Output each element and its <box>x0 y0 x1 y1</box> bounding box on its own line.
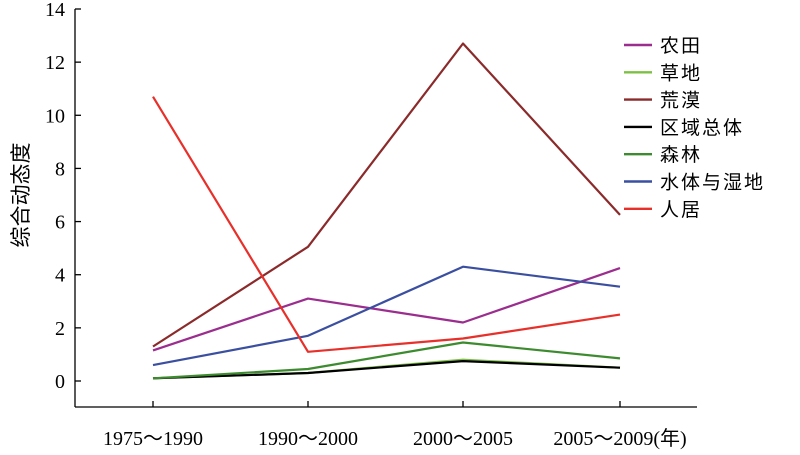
legend-label: 区域总体 <box>660 117 744 139</box>
legend-label: 荒漠 <box>660 90 702 112</box>
x-tick-label: 2000～2005 <box>413 428 513 450</box>
x-tick-label: 2005～2009(年) <box>553 427 686 450</box>
y-tick-label: 8 <box>55 158 65 180</box>
x-tick-labels: 1975～1990 1990～2000 2000～2005 2005～2009(年) <box>103 427 687 450</box>
x-tick-label: 1990～2000 <box>258 428 358 450</box>
legend-label: 森林 <box>660 144 702 166</box>
series-line-农田 <box>152 267 621 352</box>
legend-label: 草地 <box>660 62 702 84</box>
y-tick-labels: 0 2 4 6 8 10 12 14 <box>45 0 65 393</box>
legend-label: 水体与湿地 <box>660 172 765 194</box>
legend-label: 农田 <box>660 35 702 57</box>
legend-label: 人居 <box>660 199 702 221</box>
series-line-森林 <box>152 341 621 380</box>
axes <box>74 8 697 408</box>
y-tick-label: 2 <box>55 318 65 340</box>
series-line-水体与湿地 <box>152 265 621 367</box>
y-tick-label: 6 <box>55 212 65 234</box>
y-tick-label: 12 <box>45 52 65 74</box>
y-tick-label: 10 <box>45 105 65 127</box>
y-tick-label: 0 <box>55 371 65 393</box>
series-line-区域总体 <box>152 360 621 380</box>
y-tick-label: 14 <box>45 0 65 21</box>
series-line-人居 <box>152 96 621 353</box>
series-line-荒漠 <box>152 42 621 348</box>
x-tick-label: 1975～1990 <box>103 428 203 450</box>
series-lines <box>152 42 621 380</box>
y-tick-label: 4 <box>55 265 65 287</box>
y-axis-label: 综合动态度 <box>9 143 33 248</box>
